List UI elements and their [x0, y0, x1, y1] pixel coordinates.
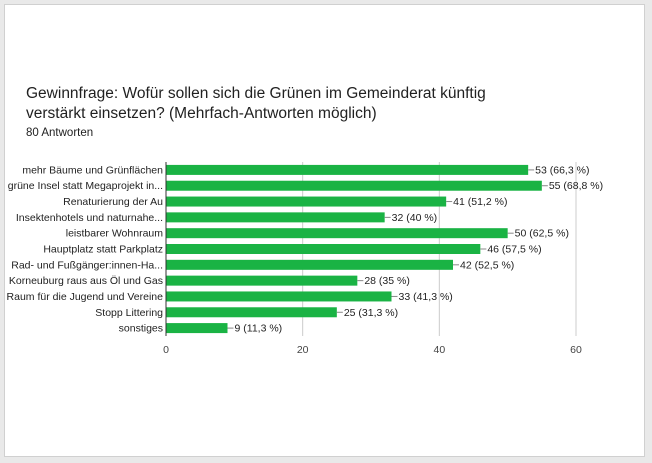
- bar: [166, 196, 447, 207]
- category-labels: mehr Bäume und Grünflächen grüne Insel st…: [7, 164, 164, 334]
- category-label: mehr Bäume und Grünflächen: [22, 164, 163, 176]
- x-tick-label: 60: [570, 344, 582, 356]
- category-label: Rad- und Fußgänger:innen-Ha...: [11, 259, 163, 271]
- bar: [166, 259, 453, 270]
- x-tick-label: 40: [433, 344, 445, 356]
- category-label: sonstiges: [119, 323, 163, 335]
- bar: [166, 275, 358, 286]
- category-label: leistbarer Wohnraum: [66, 228, 164, 240]
- question-title: Gewinnfrage: Wofür sollen sich die Grüne…: [26, 85, 486, 122]
- value-label: 41 (51,2 %): [453, 196, 507, 208]
- category-label: grüne Insel statt Megaprojekt in...: [8, 180, 163, 192]
- category-label: Hauptplatz statt Parkplatz: [43, 244, 163, 256]
- value-label: 33 (41,3 %): [399, 291, 453, 303]
- bar: [166, 307, 337, 318]
- x-tick-label: 20: [297, 344, 309, 356]
- response-count: 80 Antworten: [26, 127, 94, 139]
- value-label: 46 (57,5 %): [487, 244, 541, 256]
- value-label: 50 (62,5 %): [515, 228, 569, 240]
- category-label: Korneuburg raus aus Öl und Gas: [9, 275, 163, 287]
- value-label: 28 (35 %): [364, 275, 410, 287]
- bars: [166, 164, 542, 334]
- bar: [166, 244, 481, 254]
- value-label: 32 (40 %): [392, 212, 438, 224]
- value-label: 42 (52,5 %): [460, 259, 514, 271]
- value-label: 53 (66,3 %): [535, 164, 589, 176]
- bar: [166, 323, 228, 334]
- value-label: 25 (31,3 %): [344, 307, 398, 319]
- bar: [166, 164, 529, 175]
- value-label: 9 (11,3 %): [235, 323, 283, 335]
- x-axis-ticks: 0 20 40 60: [163, 344, 582, 356]
- value-label: 55 (68,8 %): [549, 180, 603, 192]
- category-label: Renaturierung der Au: [63, 196, 163, 208]
- bar: [166, 180, 542, 191]
- category-label: Raum für die Jugend und Vereine: [7, 291, 164, 303]
- category-label: Stopp Littering: [95, 307, 163, 319]
- bar: [166, 291, 392, 302]
- value-labels: 53 (66,3 %) 55 (68,8 %) 41 (51,2 %) 32 (40 …: [227, 164, 603, 335]
- category-label: Insektenhotels und naturnahe...: [16, 212, 163, 224]
- x-tick-label: 0: [163, 344, 169, 356]
- bar: [166, 212, 385, 223]
- bar: [166, 228, 508, 239]
